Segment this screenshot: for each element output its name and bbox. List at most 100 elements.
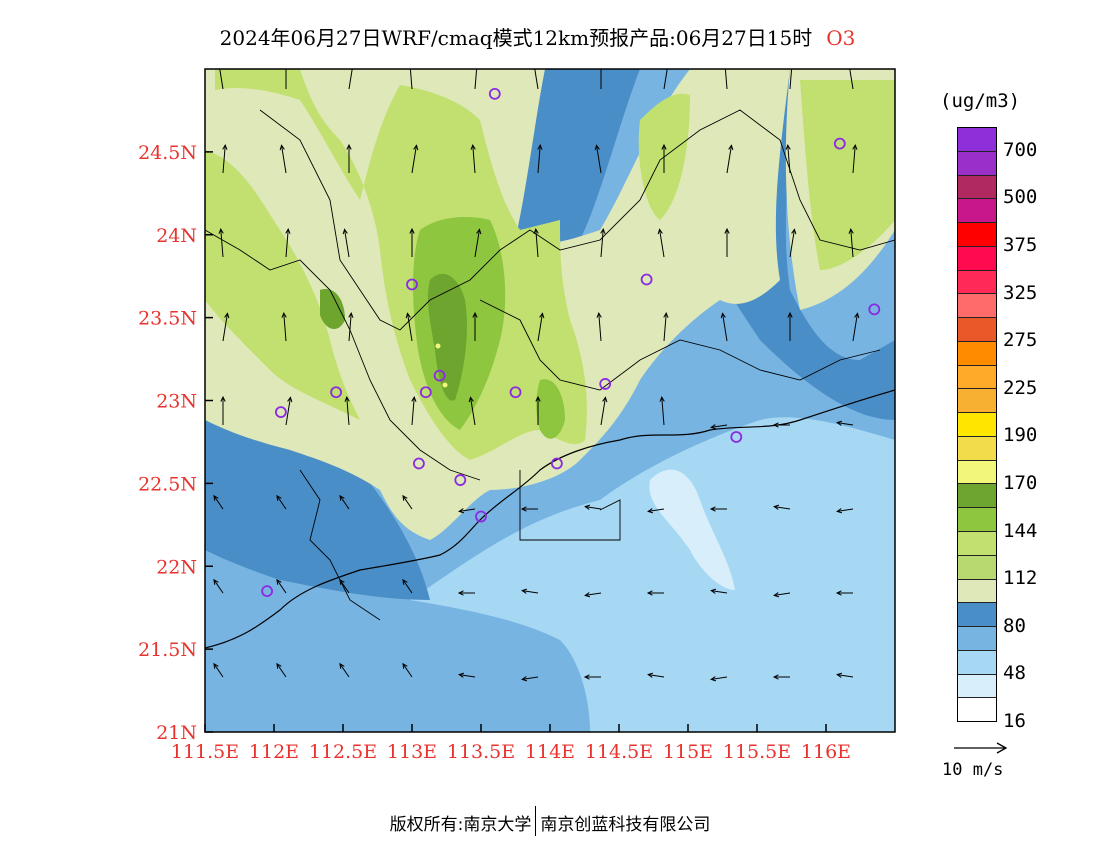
wind-arrow-head xyxy=(344,395,350,402)
colorbar-segment xyxy=(958,508,996,533)
wind-arrow xyxy=(348,313,352,342)
wind-arrow-head xyxy=(532,61,536,66)
wind-arrow-head xyxy=(220,395,226,402)
wind-arrow xyxy=(585,506,602,510)
colorbar-label: 170 xyxy=(1003,472,1038,494)
wind-arrow-head xyxy=(284,61,288,66)
wind-arrow-head xyxy=(661,143,667,150)
wind-arrow xyxy=(459,674,476,678)
wind-arrow-head xyxy=(596,311,602,318)
wind-arrow-head xyxy=(339,662,345,669)
wind-arrow-head xyxy=(405,312,411,319)
wind-arrow-head xyxy=(213,662,219,669)
wind-arrow xyxy=(276,663,287,678)
monitoring-stations xyxy=(261,87,881,598)
wind-arrow-head xyxy=(224,312,230,319)
y-tick-label: 24N xyxy=(156,225,197,247)
wind-arrow xyxy=(348,69,353,90)
colorbar-segment xyxy=(958,341,996,366)
wind-arrow-head xyxy=(402,578,408,585)
wind-arrow-head xyxy=(533,227,539,234)
colorbar-label: 700 xyxy=(1003,138,1038,161)
wind-arrow xyxy=(344,229,350,258)
wind-arrow xyxy=(850,229,854,258)
wind-arrow-head xyxy=(847,61,851,66)
wind-arrow-head xyxy=(659,395,665,402)
colorbar-segment xyxy=(958,555,996,580)
wind-arrow xyxy=(789,229,795,258)
wind-arrow xyxy=(648,674,665,678)
reference-arrow-label: 10 m/s xyxy=(942,760,1004,780)
wind-arrow-head xyxy=(836,420,843,426)
wind-arrow xyxy=(281,145,287,174)
wind-arrow-head xyxy=(458,508,465,514)
wind-arrow xyxy=(837,674,854,678)
y-tick-label: 21.5N xyxy=(138,639,197,661)
colorbar-label: 112 xyxy=(1003,567,1038,590)
wind-arrow-head xyxy=(657,228,663,235)
wind-arrow xyxy=(402,663,413,678)
wind-arrow-head xyxy=(457,590,464,596)
wind-arrow xyxy=(283,313,287,342)
wind-arrow xyxy=(276,495,287,510)
station-marker xyxy=(599,378,612,390)
wind-arrow xyxy=(852,145,856,174)
x-tick-label: 112E xyxy=(249,741,299,763)
colorbar-label: 225 xyxy=(1003,376,1038,399)
colorbar-segment xyxy=(958,413,996,437)
x-tick-label: 115.5E xyxy=(723,741,791,763)
wind-arrow xyxy=(537,145,541,174)
wind-arrow-head xyxy=(217,61,221,66)
colorbar-label: 275 xyxy=(1003,329,1038,352)
y-tick-label: 23.5N xyxy=(138,308,197,330)
station-marker xyxy=(640,273,653,286)
wind-arrow-head xyxy=(583,674,590,680)
wind-arrow-head xyxy=(468,396,474,403)
reference-arrow-icon xyxy=(954,742,1008,754)
wind-arrow-head xyxy=(852,143,858,150)
wind-arrow xyxy=(837,422,854,426)
colorbar-segment xyxy=(958,199,996,224)
wind-arrow-head xyxy=(411,395,417,402)
station-marker xyxy=(406,278,418,291)
wind-arrow-head xyxy=(599,61,603,66)
wind-arrow-head xyxy=(773,592,780,598)
wind-arrow xyxy=(219,69,224,90)
wind-arrow xyxy=(339,579,350,594)
wind-arrow-head xyxy=(594,144,600,151)
colorbar-segment xyxy=(958,627,996,651)
wind-arrow xyxy=(285,397,291,426)
wind-arrow-head xyxy=(339,494,345,501)
wind-arrow-head xyxy=(600,227,606,234)
colorbar-segment xyxy=(958,294,996,319)
wind-arrow xyxy=(837,508,854,512)
wind-arrow xyxy=(787,145,791,174)
wind-arrow xyxy=(663,313,667,342)
wind-arrow xyxy=(285,229,289,258)
colorbar-segment xyxy=(958,650,996,675)
station-marker xyxy=(412,457,425,470)
colorbar-segment xyxy=(958,175,996,200)
x-axis: 111.5E 112E 112.5E 113E 113.5E 114E 114.5E 115E… xyxy=(171,724,851,763)
wind-arrow xyxy=(648,508,665,512)
wind-arrow-head xyxy=(276,662,282,669)
wind-arrow xyxy=(411,397,415,426)
wind-arrow xyxy=(220,229,224,258)
wind-arrow xyxy=(849,69,854,90)
wind-arrow-head xyxy=(835,590,842,596)
wind-arrow-head xyxy=(785,143,791,150)
station-marker xyxy=(454,474,467,486)
y-tick-label: 23N xyxy=(156,391,197,413)
wind-arrow xyxy=(585,592,602,596)
wind-arrow xyxy=(596,145,602,174)
chart-title: 2024年06月27日WRF/cmaq模式12km预报产品:06月27日15时 O… xyxy=(0,22,1075,51)
station-marker xyxy=(274,406,287,419)
wind-arrow-head xyxy=(666,61,670,66)
colorbar-label: 375 xyxy=(1003,234,1038,256)
wind-arrow-head xyxy=(276,578,282,585)
colorbar-segment xyxy=(958,246,996,271)
colorbar-label: 80 xyxy=(1003,614,1026,637)
wind-arrow xyxy=(409,69,413,90)
wind-arrow xyxy=(411,145,417,174)
